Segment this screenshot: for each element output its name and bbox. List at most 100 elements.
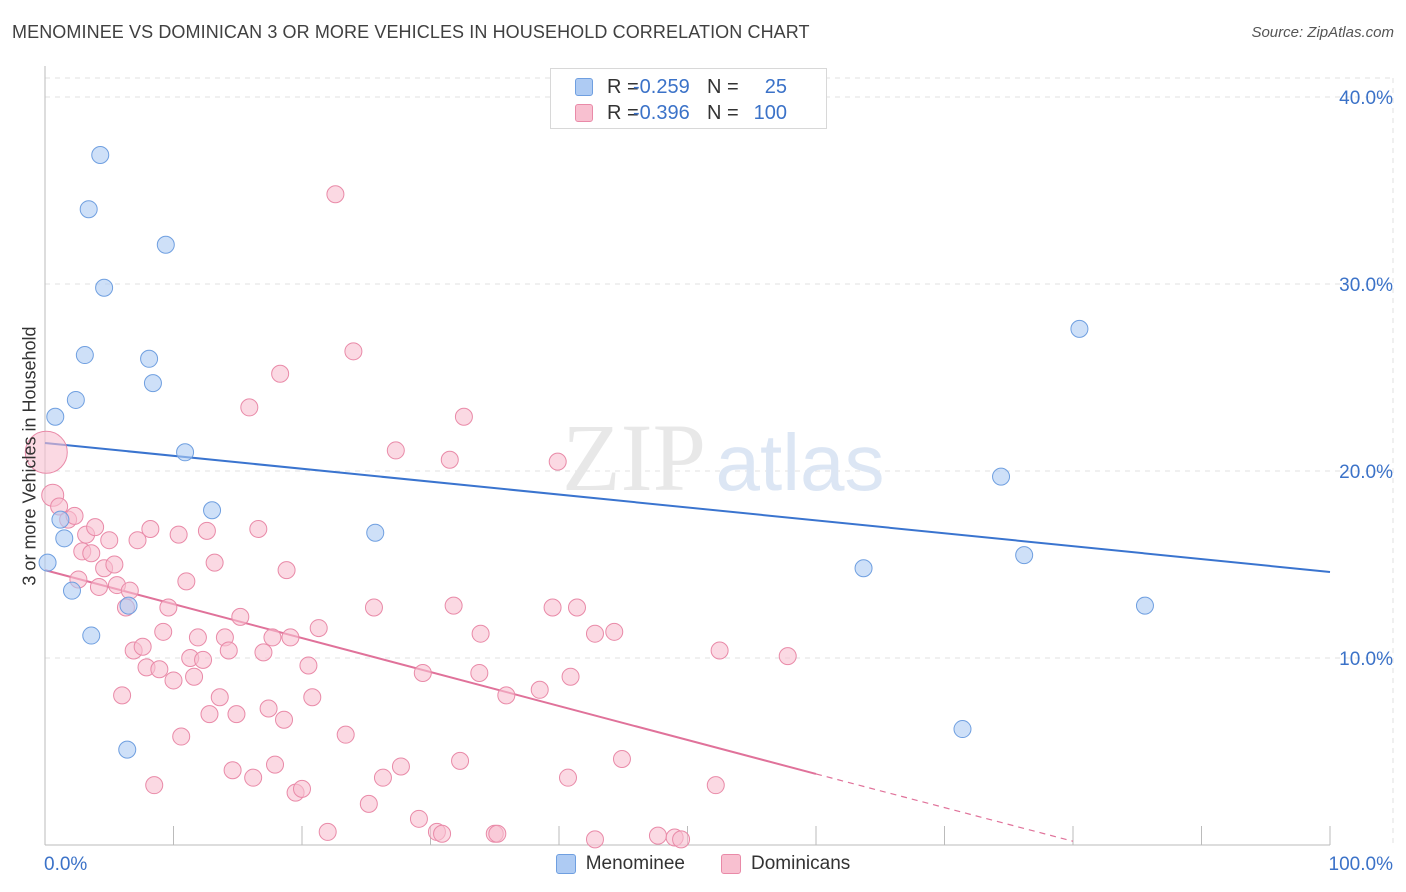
point-dominicans[interactable] [263, 628, 282, 647]
point-dominicans[interactable] [318, 822, 337, 841]
point-dominicans[interactable] [359, 794, 378, 813]
point-dominicans[interactable] [86, 518, 105, 537]
point-menominee[interactable] [119, 596, 138, 615]
point-dominicans[interactable] [120, 581, 139, 600]
point-dominicans[interactable] [164, 671, 183, 690]
point-dominicans[interactable] [141, 519, 160, 538]
point-dominicans[interactable] [82, 544, 101, 563]
point-dominicans[interactable] [433, 824, 452, 843]
point-menominee[interactable] [55, 529, 74, 548]
point-menominee[interactable] [992, 467, 1011, 486]
point-dominicans[interactable] [309, 619, 328, 638]
point-dominicans[interactable] [543, 598, 562, 617]
point-dominicans[interactable] [185, 667, 204, 686]
point-dominicans[interactable] [585, 830, 604, 849]
point-dominicans[interactable] [271, 364, 290, 383]
point-dominicans[interactable] [530, 680, 549, 699]
point-dominicans[interactable] [567, 598, 586, 617]
point-dominicans[interactable] [605, 622, 624, 641]
point-dominicans[interactable] [259, 699, 278, 718]
point-dominicans[interactable] [364, 598, 383, 617]
point-menominee[interactable] [203, 501, 222, 520]
point-menominee[interactable] [95, 278, 114, 297]
point-dominicans[interactable] [194, 650, 213, 669]
point-dominicans[interactable] [648, 826, 667, 845]
point-dominicans[interactable] [231, 607, 250, 626]
point-dominicans[interactable] [24, 430, 68, 474]
point-dominicans[interactable] [706, 776, 725, 795]
point-dominicans[interactable] [205, 553, 224, 572]
point-dominicans[interactable] [128, 531, 147, 550]
point-dominicans[interactable] [548, 452, 567, 471]
point-dominicans[interactable] [373, 768, 392, 787]
point-dominicans[interactable] [451, 751, 470, 770]
point-dominicans[interactable] [100, 531, 119, 550]
point-menominee[interactable] [1135, 596, 1154, 615]
point-dominicans[interactable] [293, 779, 311, 798]
point-dominicans[interactable] [409, 809, 428, 828]
point-menominee[interactable] [156, 235, 175, 254]
point-dominicans[interactable] [223, 761, 242, 780]
point-menominee[interactable] [1015, 546, 1034, 565]
point-dominicans[interactable] [145, 776, 164, 795]
point-dominicans[interactable] [470, 663, 489, 682]
point-menominee[interactable] [118, 740, 137, 759]
point-dominicans[interactable] [105, 555, 124, 574]
point-dominicans[interactable] [169, 525, 188, 544]
point-dominicans[interactable] [336, 725, 355, 744]
point-dominicans[interactable] [299, 656, 318, 675]
point-menominee[interactable] [51, 510, 70, 529]
point-dominicans[interactable] [488, 824, 507, 843]
point-dominicans[interactable] [133, 637, 152, 656]
point-menominee[interactable] [38, 553, 57, 572]
point-menominee[interactable] [91, 145, 110, 164]
point-dominicans[interactable] [177, 572, 196, 591]
point-dominicans[interactable] [440, 450, 459, 469]
point-dominicans[interactable] [471, 624, 490, 643]
point-dominicans[interactable] [386, 441, 405, 460]
point-dominicans[interactable] [244, 768, 263, 787]
point-dominicans[interactable] [227, 705, 246, 724]
point-dominicans[interactable] [585, 624, 604, 643]
point-dominicans[interactable] [113, 686, 132, 705]
point-dominicans[interactable] [561, 667, 580, 686]
point-dominicans[interactable] [612, 749, 631, 768]
point-dominicans[interactable] [197, 521, 216, 540]
point-menominee[interactable] [143, 374, 162, 393]
point-dominicans[interactable] [413, 663, 432, 682]
point-dominicans[interactable] [277, 561, 296, 580]
point-dominicans[interactable] [454, 407, 473, 426]
point-dominicans[interactable] [254, 643, 273, 662]
point-menominee[interactable] [366, 523, 385, 542]
point-menominee[interactable] [46, 407, 65, 426]
point-dominicans[interactable] [281, 628, 300, 647]
point-dominicans[interactable] [89, 577, 108, 596]
point-menominee[interactable] [854, 559, 873, 578]
point-menominee[interactable] [62, 581, 81, 600]
point-dominicans[interactable] [326, 185, 345, 204]
point-dominicans[interactable] [672, 830, 691, 849]
point-dominicans[interactable] [240, 398, 259, 417]
point-dominicans[interactable] [303, 688, 322, 707]
point-dominicans[interactable] [266, 755, 285, 774]
point-menominee[interactable] [79, 200, 98, 219]
point-dominicans[interactable] [344, 342, 363, 361]
point-menominee[interactable] [66, 390, 85, 409]
point-dominicans[interactable] [154, 622, 173, 641]
point-dominicans[interactable] [391, 757, 410, 776]
point-dominicans[interactable] [210, 688, 229, 707]
point-dominicans[interactable] [275, 710, 294, 729]
point-menominee[interactable] [176, 443, 195, 462]
point-dominicans[interactable] [188, 628, 207, 647]
point-dominicans[interactable] [444, 596, 463, 615]
point-dominicans[interactable] [710, 641, 729, 660]
point-dominicans[interactable] [159, 598, 178, 617]
point-dominicans[interactable] [497, 686, 516, 705]
point-dominicans[interactable] [219, 641, 238, 660]
point-menominee[interactable] [75, 346, 94, 365]
point-dominicans[interactable] [778, 647, 797, 666]
point-menominee[interactable] [82, 626, 101, 645]
point-dominicans[interactable] [558, 768, 577, 787]
point-dominicans[interactable] [150, 660, 169, 679]
point-dominicans[interactable] [200, 705, 219, 724]
